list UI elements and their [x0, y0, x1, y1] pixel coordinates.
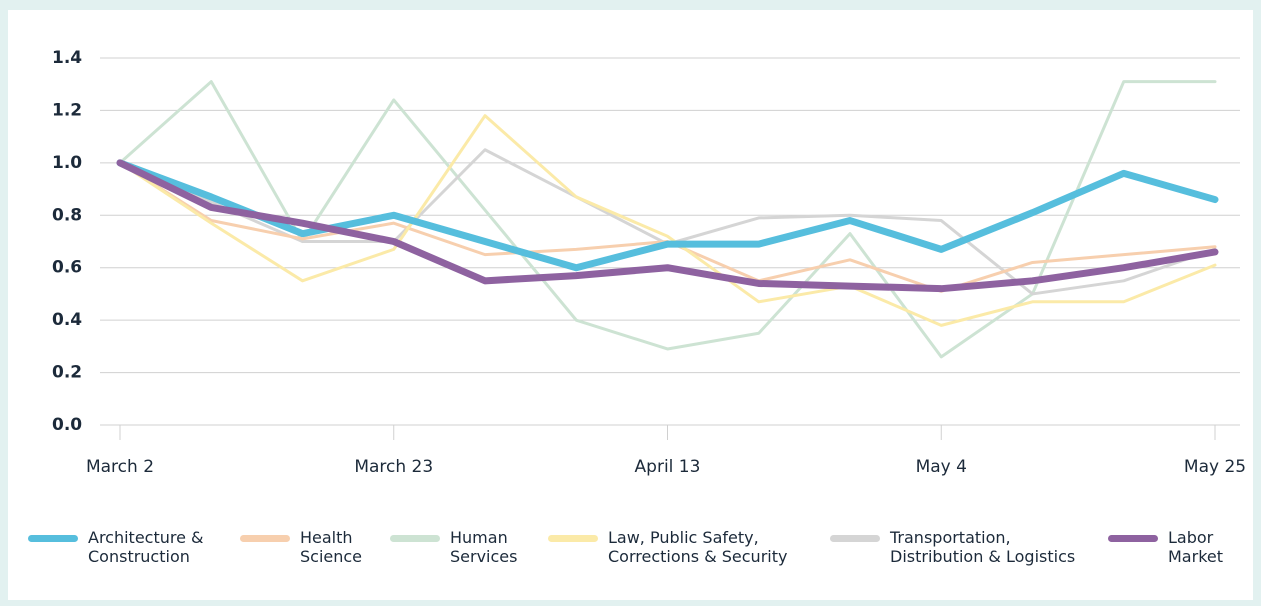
legend-item: Health Science: [240, 528, 362, 566]
legend-label: Architecture & Construction: [88, 528, 204, 566]
y-tick-label: 0.6: [52, 258, 82, 278]
legend-item: Labor Market: [1108, 528, 1223, 566]
legend-swatch: [1108, 535, 1158, 542]
legend-swatch: [390, 535, 440, 542]
legend-item: Architecture & Construction: [28, 528, 204, 566]
y-tick-label: 0.0: [52, 415, 82, 435]
y-tick-label: 1.4: [52, 48, 82, 68]
legend-swatch: [548, 535, 598, 542]
legend-label: Human Services: [450, 528, 518, 566]
y-tick-label: 0.8: [52, 205, 82, 225]
x-tick-label: May 4: [916, 457, 967, 477]
x-tick-label: March 23: [354, 457, 433, 477]
y-tick-label: 1.0: [52, 153, 82, 173]
y-tick-label: 0.2: [52, 363, 82, 383]
legend-item: Law, Public Safety, Corrections & Securi…: [548, 528, 787, 566]
legend-swatch: [28, 535, 78, 542]
chart-panel: [8, 10, 1253, 600]
x-tick-label: March 2: [86, 457, 154, 477]
series-line: [116, 159, 1219, 293]
y-tick-label: 0.4: [52, 310, 82, 330]
legend-item: Human Services: [390, 528, 517, 566]
y-tick-label: 1.2: [52, 100, 82, 120]
legend-label: Health Science: [300, 528, 363, 566]
legend-label: Law, Public Safety, Corrections & Securi…: [608, 528, 788, 566]
legend-item: Transportation, Distribution & Logistics: [830, 528, 1075, 566]
series-line: [118, 114, 1217, 327]
legend-swatch: [240, 535, 290, 542]
legend-swatch: [830, 535, 880, 542]
legend-label: Labor Market: [1168, 528, 1223, 566]
x-tick-label: April 13: [635, 457, 701, 477]
x-tick-label: May 25: [1184, 457, 1246, 477]
legend-label: Transportation, Distribution & Logistics: [890, 528, 1076, 566]
series-line: [116, 159, 1219, 272]
